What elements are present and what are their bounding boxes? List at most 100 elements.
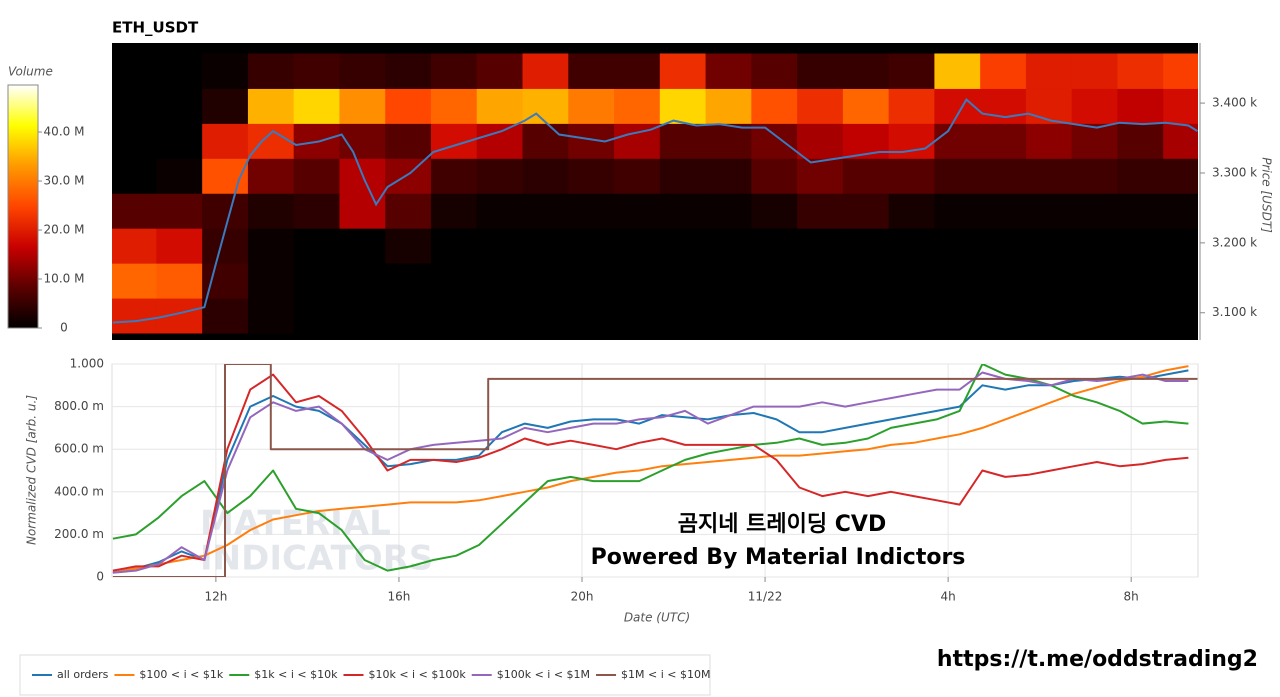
heatmap-cell [430, 158, 478, 194]
heatmap-cell [430, 228, 478, 264]
y-tick-label: 600.0 m [54, 442, 104, 456]
series-line [112, 364, 1189, 572]
colorbar [7, 84, 39, 329]
heatmap-cell [980, 298, 1027, 334]
heatmap-cell [476, 263, 524, 299]
heatmap-cell [842, 193, 890, 229]
heatmap-cell [1025, 228, 1073, 264]
heatmap-cell [1071, 158, 1118, 194]
heatmap-cell [112, 158, 157, 194]
colorbar-label: Volume [8, 65, 53, 79]
heatmap-cell [522, 298, 569, 334]
heatmap-cell [385, 193, 432, 229]
colorbar-tick-label: 30.0 M [44, 174, 85, 188]
heatmap-cell [842, 228, 890, 264]
y-tick-label: 3.400 k [1212, 96, 1257, 110]
heatmap-cell [842, 158, 890, 194]
heatmap-cell [202, 298, 249, 334]
heatmap-cell [614, 228, 661, 264]
heatmap-cell [1117, 228, 1164, 264]
heatmap-cell [797, 298, 844, 334]
heatmap-cell [751, 263, 798, 299]
heatmap-cell [522, 158, 569, 194]
heatmap-cell [112, 53, 157, 89]
colorbar-tick-label: 0 [60, 321, 68, 335]
heatmap-cell [1025, 298, 1073, 334]
heatmap-cell [614, 298, 661, 334]
heatmap-cell [751, 158, 798, 194]
heatmap-cell [751, 53, 798, 89]
heatmap-cell [1117, 298, 1164, 334]
heatmap-cell [705, 53, 752, 89]
heatmap-cell [659, 298, 707, 334]
heatmap-cell [339, 263, 386, 299]
heatmap-cell [476, 53, 524, 89]
heatmap-cell [385, 88, 432, 124]
heatmap-cell [751, 298, 798, 334]
heatmap-cell [1071, 193, 1118, 229]
heatmap-cell [247, 123, 295, 159]
heatmap-cell [202, 228, 249, 264]
heatmap-cell [112, 193, 157, 229]
heatmap-cell [705, 193, 752, 229]
heatmap-cell [430, 88, 478, 124]
heatmap-cell [202, 123, 249, 159]
heatmap-cell [1025, 193, 1073, 229]
heatmap-cell [568, 263, 615, 299]
heatmap-cell [476, 158, 524, 194]
heatmap-cell [1025, 123, 1073, 159]
heatmap-cell [842, 53, 890, 89]
heatmap-cell [156, 228, 203, 264]
legend-label: $1k < i < $10k [254, 668, 338, 681]
heatmap-cell [1117, 123, 1164, 159]
heatmap-cell [751, 123, 798, 159]
heatmap-cell [339, 228, 386, 264]
heatmap-cell [202, 88, 249, 124]
heatmap-cell [888, 123, 935, 159]
heatmap-cell [385, 53, 432, 89]
heatmap-cell [293, 88, 340, 124]
heatmap-cell [112, 298, 157, 334]
heatmap-cell [522, 193, 569, 229]
heatmap-cell [1163, 193, 1198, 229]
heatmap-cell [705, 228, 752, 264]
heatmap-cell [385, 263, 432, 299]
y-axis-label: Normalized CVD [arb. u.] [25, 395, 39, 545]
heatmap-cell [568, 298, 615, 334]
heatmap-cell [112, 263, 157, 299]
heatmap-cell [156, 158, 203, 194]
heatmap-cell [659, 263, 707, 299]
heatmap-cell [705, 158, 752, 194]
heatmap-cell [1025, 263, 1073, 299]
heatmap-cell [1025, 53, 1073, 89]
heatmap-cell [385, 123, 432, 159]
heatmap-cell [1071, 88, 1118, 124]
heatmap-cell [659, 123, 707, 159]
watermark: Powered By Material Indictors [591, 545, 966, 570]
heatmap-cell [888, 193, 935, 229]
heatmap-cell [797, 228, 844, 264]
heatmap-cell [568, 193, 615, 229]
heatmap-cell [751, 193, 798, 229]
legend-label: $100 < i < $1k [139, 668, 223, 681]
heatmap-cell [1163, 158, 1198, 194]
heatmap-cell [293, 298, 340, 334]
y-tick-label: 0 [96, 570, 104, 584]
heatmap-cell [112, 88, 157, 124]
series-line [112, 365, 1189, 574]
heatmap-cell [1071, 53, 1118, 89]
heatmap-cell [705, 88, 752, 124]
link[interactable]: https://t.me/oddstrading2 [937, 647, 1258, 672]
heatmap-cell [614, 158, 661, 194]
heatmap-cell [1163, 88, 1198, 124]
y-tick-label: 200.0 m [54, 527, 104, 541]
heatmap-cell [1117, 88, 1164, 124]
heatmap-cell [659, 88, 707, 124]
heatmap-cell [430, 193, 478, 229]
heatmap-cell [1163, 263, 1198, 299]
heatmap-cell [705, 263, 752, 299]
heatmap-cell [476, 123, 524, 159]
heatmap-cell [934, 158, 981, 194]
series-line [112, 373, 1189, 572]
heatmap-cell [1071, 263, 1118, 299]
